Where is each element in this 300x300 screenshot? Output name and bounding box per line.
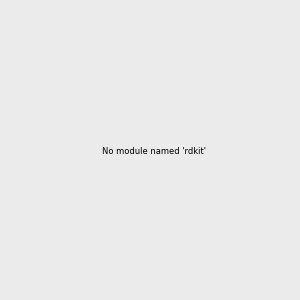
- Text: No module named 'rdkit': No module named 'rdkit': [102, 147, 206, 156]
